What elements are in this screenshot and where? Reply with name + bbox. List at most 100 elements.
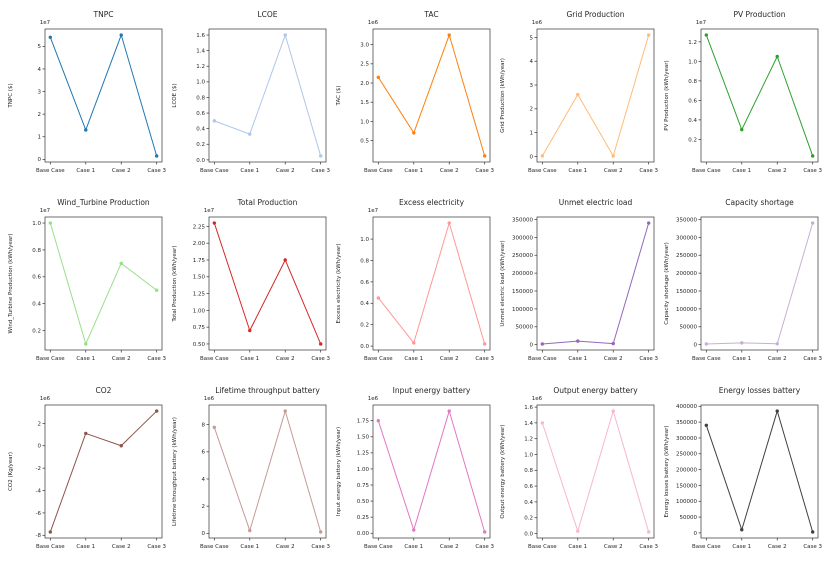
y-axis-label: Lifetime throughput battery (kWh/year): [172, 417, 178, 526]
subplot-cell-output-energy-battery: Output energy battery 1e6 Output energy ba…: [495, 379, 659, 567]
y-tick-label: 0.25: [357, 515, 370, 521]
x-tick-label: Case 3: [147, 356, 166, 362]
x-tick-label: Base Case: [364, 544, 393, 550]
data-point: [376, 296, 381, 300]
x-tick-label: Case 1: [732, 168, 751, 174]
data-point: [775, 342, 779, 346]
x-tick-label: Case 3: [147, 168, 166, 174]
data-point: [412, 528, 416, 532]
y-tick-label: 0.8: [196, 95, 205, 101]
y-tick-label: 0.2: [360, 323, 369, 329]
chart-title: Lifetime throughput battery: [215, 386, 320, 395]
subplot-grid-production: Grid Production 1e6 Grid Production (kWh/y…: [500, 10, 659, 174]
y-tick-label: 6: [202, 450, 206, 456]
x-tick-label: Case 1: [732, 544, 751, 550]
y-tick-label: 50000: [680, 325, 698, 331]
y-tick-label: 0: [694, 343, 698, 349]
subplot-cell-lcoe: LCOE LCOE ($) 0.0 0.2 0.4 0.6 0.8 1.0 1.2 1.4 1.6 B…: [167, 3, 331, 191]
x-tick-label: Case 3: [639, 544, 658, 550]
y-axis-label: Input energy battery (kWh/year): [336, 427, 342, 516]
chart-title: LCOE: [257, 10, 277, 19]
data-point: [248, 328, 252, 333]
y-tick-label: 1.4: [524, 421, 533, 427]
axis-offset-label: 1e6: [532, 20, 543, 26]
y-tick-label: 1.00: [357, 467, 370, 473]
y-tick-label: 1.0: [360, 119, 369, 125]
data-point: [119, 33, 123, 37]
x-tick-label: Base Case: [36, 168, 65, 174]
chart-title: Input energy battery: [393, 386, 471, 395]
y-tick-label: 350000: [676, 217, 697, 223]
x-tick-label: Case 1: [240, 168, 259, 174]
y-tick-label: 0.8: [360, 258, 369, 264]
axis-offset-label: 1e7: [696, 20, 707, 26]
y-tick-label: 50000: [516, 325, 534, 331]
y-tick-label: 2: [202, 504, 206, 510]
x-tick-label: Base Case: [36, 356, 65, 362]
x-tick-label: Base Case: [528, 168, 557, 174]
axes-border: [372, 404, 491, 539]
data-point: [576, 529, 580, 533]
y-tick-label: 0.6: [360, 280, 369, 286]
y-tick-label: 0: [530, 154, 534, 160]
data-point: [740, 528, 744, 532]
x-tick-label: Case 1: [404, 356, 423, 362]
data-line: [213, 34, 322, 157]
y-tick-label: 0: [694, 531, 698, 537]
y-axis-label: Wind_Turbine Production (kWh/year): [8, 233, 14, 333]
data-line: [705, 222, 814, 345]
y-tick-label: 300000: [512, 235, 533, 241]
subplot-cell-lifetime-throughput-battery: Lifetime throughput battery 1e6 Lifetime t…: [167, 379, 331, 567]
subplot-cell-input-energy-battery: Input energy battery 1e6 Input energy batt…: [331, 379, 495, 567]
x-tick-label: Case 3: [803, 168, 822, 174]
data-point: [576, 339, 580, 343]
y-tick-label: 0.8: [524, 468, 533, 474]
axes-border: [208, 28, 327, 163]
x-tick-label: Case 3: [311, 544, 330, 550]
axes-border: [700, 28, 819, 163]
chart-title: Wind_Turbine Production: [57, 198, 150, 207]
y-tick-label: 200000: [676, 271, 697, 277]
axes-border: [372, 28, 491, 163]
axes-border: [700, 216, 819, 351]
y-tick-label: 250000: [512, 253, 533, 259]
data-point: [810, 221, 815, 225]
subplot-cell-total-production: Total Production 1e7 Total Production (kWh…: [167, 191, 331, 379]
y-tick-label: 3.0: [360, 43, 369, 49]
y-tick-label: 0.8: [32, 248, 41, 254]
y-tick-label: 0.0: [196, 158, 205, 164]
x-tick-label: Case 2: [112, 356, 131, 362]
y-tick-label: 0.0: [360, 344, 369, 350]
x-tick-label: Case 3: [639, 356, 658, 362]
data-point: [84, 431, 88, 436]
x-tick-label: Case 2: [276, 356, 295, 362]
y-tick-label: 4: [38, 67, 42, 73]
y-tick-label: 100000: [512, 307, 533, 313]
data-point: [611, 341, 615, 346]
y-axis-label: TAC ($): [336, 86, 342, 107]
axis-offset-label: 1e6: [204, 396, 215, 402]
y-tick-label: 0.6: [524, 484, 533, 490]
y-tick-label: 1.0: [196, 80, 205, 86]
subplot-pv-production: PV Production 1e7 PV Production (kWh/year)…: [664, 10, 823, 174]
data-point: [646, 33, 651, 37]
subplot-capacity-shortage: Capacity shortage Capacity shortage (kWh/…: [664, 198, 823, 362]
y-tick-label: -8: [36, 533, 42, 539]
axes-border: [536, 28, 655, 163]
data-point: [482, 342, 487, 346]
chart-title: CO2: [96, 386, 112, 395]
x-tick-label: Base Case: [692, 168, 721, 174]
data-line: [377, 410, 486, 533]
y-tick-label: 0: [38, 444, 42, 450]
data-point: [540, 154, 545, 158]
data-point: [740, 341, 744, 345]
data-point: [376, 75, 381, 79]
x-tick-label: Case 3: [147, 544, 166, 550]
y-tick-label: 0.50: [193, 342, 206, 348]
y-tick-label: 0.4: [688, 118, 697, 124]
data-point: [704, 423, 709, 427]
axis-offset-label: 1e7: [40, 208, 51, 214]
data-point: [704, 342, 709, 346]
axes-border: [536, 216, 655, 351]
